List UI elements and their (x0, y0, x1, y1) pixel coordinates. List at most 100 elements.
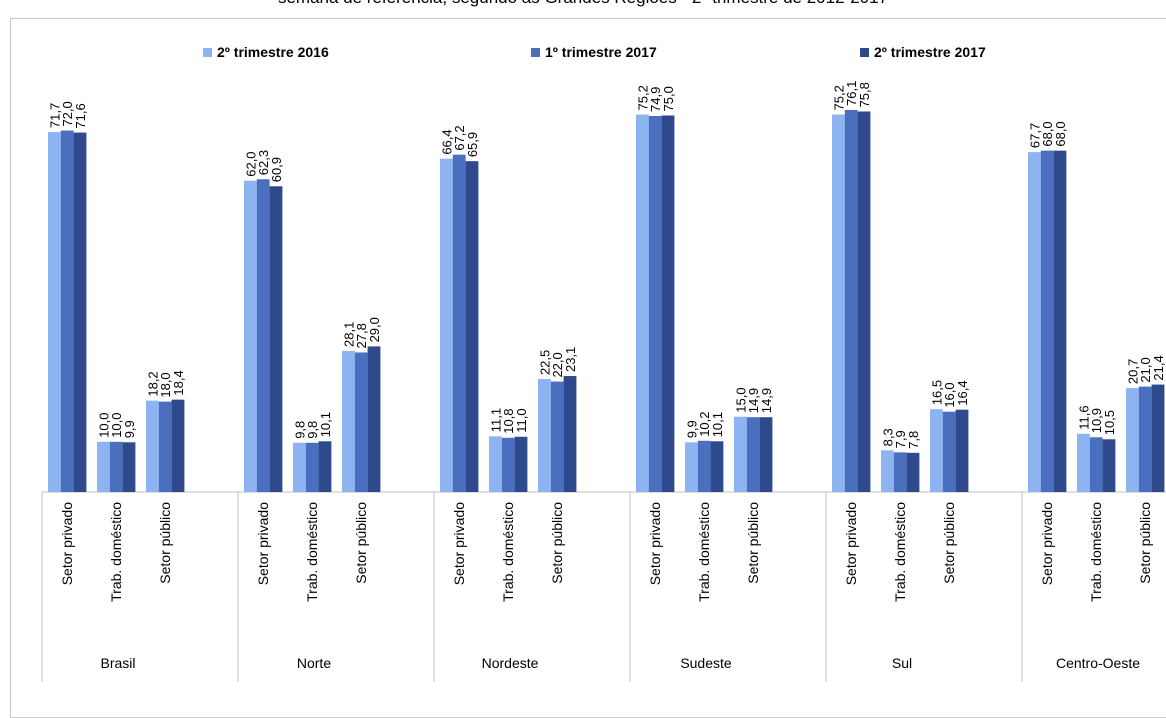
bar (354, 352, 368, 492)
legend-swatch-series-1 (531, 47, 540, 57)
data-label: 18,4 (171, 370, 186, 395)
category-tick-label: Setor privado (59, 502, 75, 585)
bar (73, 132, 87, 492)
chart-title: semana de referência, segundo as Grandes… (0, 0, 1166, 8)
bar (1053, 150, 1067, 492)
data-label: 67,2 (452, 125, 467, 150)
bar (269, 186, 283, 493)
bar (122, 442, 136, 492)
category-tick-label: Setor privado (843, 502, 859, 585)
bar (1077, 433, 1090, 492)
data-label: 71,6 (73, 103, 88, 128)
legend-item-series-0: 2º trimestre 2016 (203, 44, 329, 60)
bar (244, 180, 257, 492)
data-label: 15,0 (733, 387, 748, 412)
bar (538, 379, 551, 492)
bar (955, 409, 969, 492)
data-label: 27,8 (354, 323, 369, 348)
data-label: 16,0 (942, 382, 957, 407)
bar (60, 130, 74, 492)
bar (648, 116, 662, 492)
category-tick-label: Setor público (1137, 502, 1153, 584)
bar (1040, 150, 1054, 492)
data-label: 22,5 (537, 350, 552, 375)
data-label: 10,2 (697, 411, 712, 436)
bar (636, 114, 649, 492)
bar (318, 441, 332, 492)
category-tick-label: Setor público (157, 502, 173, 584)
bar (832, 114, 845, 492)
legend-swatch-series-2 (860, 47, 869, 57)
legend-swatch-series-0 (203, 47, 212, 57)
category-tick-label: Setor público (353, 502, 369, 584)
bar (1151, 384, 1165, 492)
data-label: 62,3 (256, 150, 271, 175)
data-label: 8,3 (880, 428, 895, 446)
bar (465, 161, 479, 492)
category-tick-label: Setor público (941, 502, 957, 584)
group-label: Centro-Oeste (1056, 655, 1140, 671)
data-label: 74,9 (648, 87, 663, 112)
data-label: 11,6 (1076, 405, 1091, 429)
data-label: 9,8 (305, 421, 320, 439)
legend-item-series-1: 1º trimestre 2017 (531, 44, 657, 60)
bar (146, 400, 159, 492)
bar (256, 179, 270, 492)
category-tick-label: Setor público (745, 502, 761, 584)
bar (501, 437, 515, 492)
bar (305, 442, 319, 492)
data-label: 75,8 (857, 82, 872, 107)
data-label: 9,8 (292, 421, 307, 439)
bar (844, 109, 858, 492)
data-label: 65,9 (465, 132, 480, 157)
data-label: 9,9 (684, 420, 699, 438)
data-label: 68,0 (1053, 121, 1068, 146)
legend-label-series-1: 1º trimestre 2017 (545, 44, 657, 60)
data-label: 11,1 (488, 408, 503, 432)
category-tick-label: Trab. doméstico (500, 502, 516, 602)
category-tick-label: Setor privado (1039, 502, 1055, 585)
bar (367, 346, 381, 492)
group-label: Sudeste (680, 655, 732, 671)
category-tick-label: Setor privado (647, 502, 663, 585)
group-label: Norte (297, 655, 331, 671)
data-label: 21,0 (1138, 357, 1153, 382)
data-label: 14,9 (746, 388, 761, 413)
group-label: Nordeste (482, 655, 539, 671)
data-label: 18,2 (145, 371, 160, 396)
data-label: 10,9 (1089, 408, 1104, 433)
legend-item-series-2: 2º trimestre 2017 (860, 44, 986, 60)
bar (452, 154, 466, 492)
bar (697, 440, 711, 492)
bar (563, 376, 577, 492)
data-label: 72,0 (60, 101, 75, 126)
data-label: 23,1 (563, 347, 578, 372)
bar (1028, 152, 1041, 492)
bar (685, 442, 698, 492)
data-label: 62,0 (243, 151, 258, 176)
data-label: 60,9 (269, 157, 284, 182)
bar (97, 441, 110, 492)
bar (930, 409, 943, 492)
bar (109, 441, 123, 492)
bar (661, 115, 675, 492)
data-label: 67,7 (1027, 123, 1042, 148)
category-tick-label: Setor público (549, 502, 565, 584)
data-label: 75,0 (661, 86, 676, 111)
bar (158, 401, 172, 492)
category-tick-label: Trab. doméstico (304, 502, 320, 602)
data-label: 71,7 (47, 103, 62, 128)
data-label: 10,0 (96, 412, 111, 437)
bar (759, 417, 773, 492)
data-label: 22,0 (550, 352, 565, 377)
group-label: Brasil (100, 655, 135, 671)
bar (48, 132, 61, 493)
legend-label-series-2: 2º trimestre 2017 (874, 44, 986, 60)
bar (746, 417, 760, 492)
data-label: 16,5 (929, 380, 944, 405)
data-label: 7,8 (906, 431, 921, 449)
data-label: 76,1 (844, 81, 859, 106)
category-tick-label: Trab. doméstico (108, 502, 124, 602)
bar (1126, 388, 1139, 492)
